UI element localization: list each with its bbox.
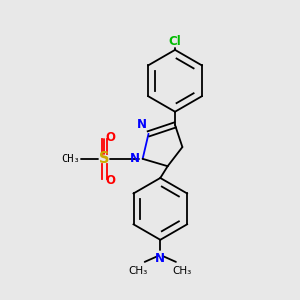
Text: O: O [106,174,116,187]
Text: Cl: Cl [169,34,182,47]
Text: N: N [137,118,147,131]
Text: CH₃: CH₃ [129,266,148,276]
Text: O: O [106,130,116,143]
Text: CH₃: CH₃ [173,266,192,276]
Text: S: S [99,151,110,166]
Text: N: N [155,252,165,265]
Text: CH₃: CH₃ [61,154,80,164]
Text: N: N [130,152,140,165]
